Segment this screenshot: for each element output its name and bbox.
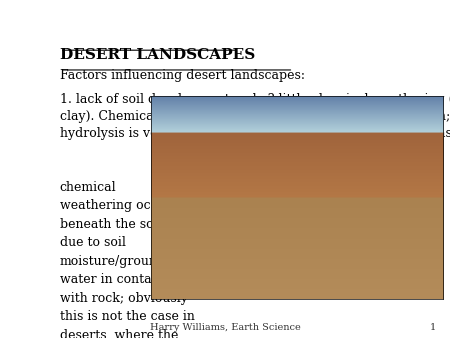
Text: chemical
weathering occurs
beneath the soil
due to soil
moisture/ground
water in: chemical weathering occurs beneath the s…: [60, 180, 194, 338]
Text: Factors influencing desert landscapes:: Factors influencing desert landscapes:: [60, 69, 305, 82]
Text: 1: 1: [430, 323, 436, 332]
Text: DESERT LANDSCAPES: DESERT LANDSCAPES: [60, 48, 255, 63]
Text: Harry Williams, Earth Science: Harry Williams, Earth Science: [149, 323, 301, 332]
Text: 1. lack of soil development - why? little chemical weathering (little
clay). Che: 1. lack of soil development - why? littl…: [60, 93, 450, 140]
